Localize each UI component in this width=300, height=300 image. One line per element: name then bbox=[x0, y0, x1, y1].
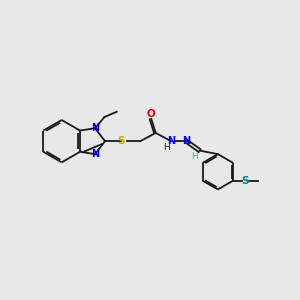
Text: N: N bbox=[91, 149, 99, 159]
Text: S: S bbox=[242, 176, 249, 186]
Text: H: H bbox=[191, 152, 198, 161]
Text: N: N bbox=[167, 136, 175, 146]
Text: H: H bbox=[163, 143, 170, 152]
Text: O: O bbox=[147, 110, 156, 119]
Text: N: N bbox=[182, 136, 190, 146]
Text: S: S bbox=[118, 136, 125, 146]
Text: N: N bbox=[91, 123, 99, 133]
